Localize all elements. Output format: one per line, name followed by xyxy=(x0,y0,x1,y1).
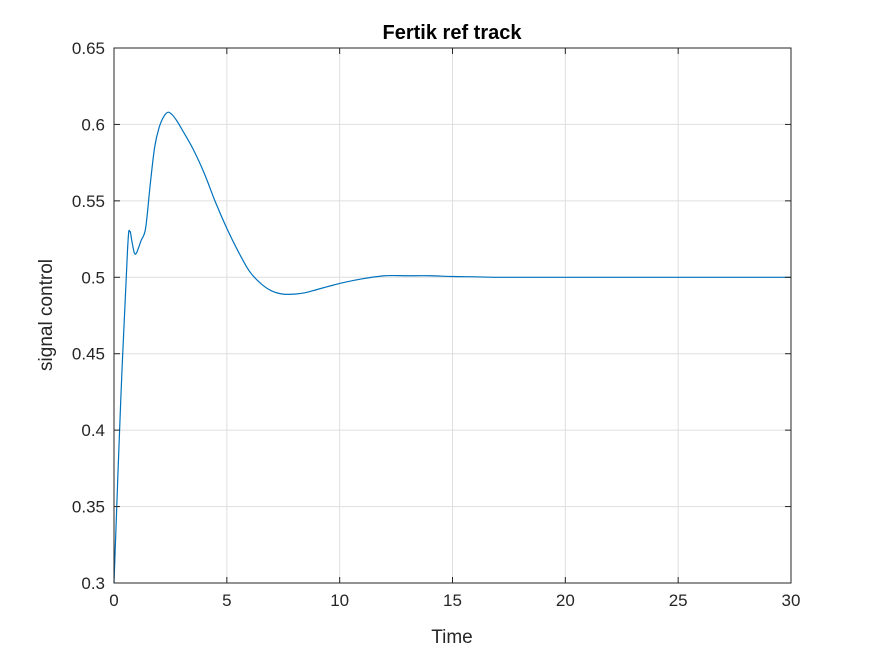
y-tick-label: 0.4 xyxy=(81,421,105,440)
series-line xyxy=(113,111,791,584)
x-tick-label: 15 xyxy=(443,591,462,610)
y-tick-label: 0.65 xyxy=(72,39,105,58)
y-axis-label: signal control xyxy=(36,259,57,371)
y-tick-label: 0.6 xyxy=(81,115,105,134)
chart-title: Fertik ref track xyxy=(383,22,523,44)
y-tick-label: 0.35 xyxy=(72,498,105,517)
x-tick-label: 30 xyxy=(782,591,801,610)
series-layer xyxy=(113,111,791,584)
x-axis-label: Time xyxy=(431,627,473,648)
grid xyxy=(114,48,791,583)
x-tick-label: 25 xyxy=(669,591,688,610)
x-tick-label: 20 xyxy=(556,591,575,610)
y-tick-label: 0.45 xyxy=(72,345,105,364)
y-tick-label: 0.55 xyxy=(72,192,105,211)
y-tick-label: 0.3 xyxy=(81,574,105,593)
x-tick-label: 10 xyxy=(330,591,349,610)
x-tick-label: 5 xyxy=(222,591,231,610)
y-tick-label: 0.5 xyxy=(81,268,105,287)
ticks: 0 5 10 15 20 25 30 0.3 0.35 0.4 0.45 0.5 0.55 0.6 0.65 xyxy=(72,39,801,610)
x-tick-label: 0 xyxy=(109,591,118,610)
